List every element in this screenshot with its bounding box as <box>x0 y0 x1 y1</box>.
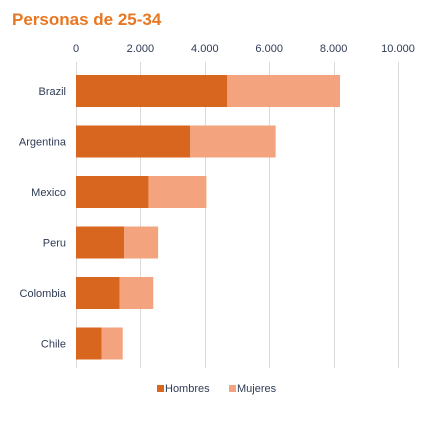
category-label: Peru <box>43 238 66 250</box>
chart-title: Personas de 25-34 <box>12 10 162 29</box>
category-label: Brazil <box>38 86 66 98</box>
x-tick-label: 4.000 <box>191 43 219 55</box>
gridlines <box>76 62 399 368</box>
bar-mujeres-argentina <box>190 125 276 158</box>
bar-hombres-argentina <box>76 125 191 158</box>
x-tick-label: 6.000 <box>255 43 283 55</box>
category-labels: Brazil Argentina Mexico Peru Colombia Chile <box>19 86 67 351</box>
legend-label-hombres: Hombres <box>165 383 210 395</box>
x-tick-label: 2.000 <box>127 43 155 55</box>
bar-mujeres-brazil <box>227 75 341 107</box>
x-tick-label: 10.000 <box>381 43 415 55</box>
category-label: Chile <box>41 339 66 351</box>
legend-swatch-mujeres <box>229 385 236 392</box>
x-tick-label: 0 <box>73 43 79 55</box>
bar-mujeres-colombia <box>119 277 154 309</box>
legend-swatch-hombres <box>157 385 164 392</box>
bar-hombres-peru <box>76 226 125 259</box>
bar-hombres-mexico <box>76 176 149 208</box>
bar-hombres-colombia <box>76 277 120 309</box>
bar-hombres-chile <box>76 327 102 360</box>
x-axis-ticks: 0 2.000 4.000 6.000 8.000 10.000 <box>73 43 415 55</box>
bar-mujeres-mexico <box>148 176 207 208</box>
x-tick-label: 8.000 <box>320 43 348 55</box>
legend: Hombres Mujeres <box>157 383 277 395</box>
bar-hombres-brazil <box>76 75 228 107</box>
category-label: Argentina <box>19 137 67 149</box>
bars <box>76 75 341 360</box>
bar-mujeres-chile <box>101 327 123 360</box>
bar-mujeres-peru <box>124 226 159 259</box>
category-label: Mexico <box>31 187 66 199</box>
category-label: Colombia <box>20 288 67 300</box>
legend-label-mujeres: Mujeres <box>237 383 277 395</box>
